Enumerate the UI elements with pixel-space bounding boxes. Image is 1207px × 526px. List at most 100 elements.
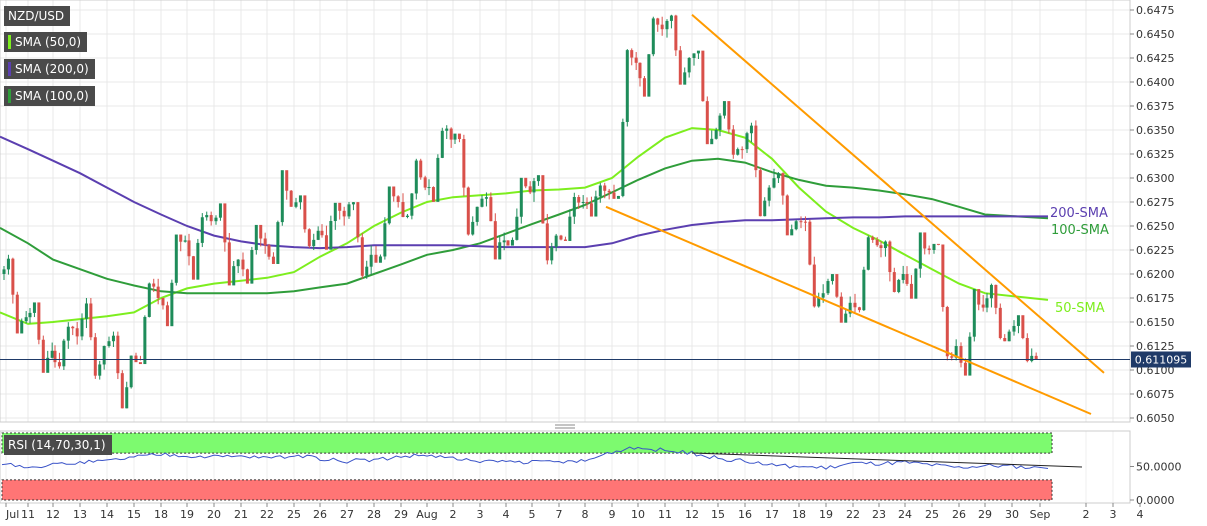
candle-body bbox=[320, 230, 324, 236]
time-tick-label-29: 17 bbox=[765, 508, 779, 521]
candle-body bbox=[563, 239, 567, 241]
candle-body bbox=[245, 269, 249, 284]
candle-body bbox=[419, 160, 423, 178]
price-tick-label-17: 0.6475 bbox=[1136, 4, 1175, 17]
legend-rsi[interactable]: RSI (14,70,30,1) bbox=[4, 435, 112, 455]
candle-body bbox=[147, 283, 151, 317]
time-tick-label-32: 22 bbox=[846, 508, 860, 521]
candle-body bbox=[799, 221, 803, 223]
candle-body bbox=[179, 234, 183, 242]
time-tick-label-25: 11 bbox=[658, 508, 672, 521]
legend-instrument[interactable]: NZD/USD bbox=[4, 6, 71, 26]
sma-50-line bbox=[0, 127, 1049, 325]
candle-body bbox=[714, 130, 718, 139]
candle-body bbox=[656, 18, 660, 25]
sma-100-label: 100-SMA bbox=[1051, 223, 1109, 238]
last-price-badge: 0.611095 bbox=[1131, 351, 1191, 368]
candle-body bbox=[950, 356, 954, 358]
candle-body bbox=[722, 101, 726, 116]
time-tick-label-18: 3 bbox=[477, 508, 484, 521]
candle-body bbox=[489, 197, 493, 222]
candle-body bbox=[808, 221, 812, 265]
price-tick-label-8: 0.6250 bbox=[1136, 220, 1175, 233]
price-panel-border bbox=[0, 0, 1131, 423]
rsi-tick-label-1: 50.0000 bbox=[1136, 461, 1182, 474]
candle-body bbox=[183, 240, 187, 242]
candle-body bbox=[701, 50, 705, 102]
legend-sma-100[interactable]: SMA (100,0) bbox=[4, 86, 95, 106]
candle-body bbox=[923, 232, 927, 249]
candle-body bbox=[298, 195, 302, 203]
time-tick-label-23: 9 bbox=[609, 508, 616, 521]
candle-body bbox=[475, 206, 479, 222]
trendlines bbox=[605, 14, 1105, 415]
time-tick-label-31: 19 bbox=[819, 508, 833, 521]
time-tick-label-2: 12 bbox=[46, 508, 60, 521]
sma-200-line bbox=[0, 135, 1048, 250]
candle-body bbox=[897, 279, 901, 292]
candle-body bbox=[767, 187, 771, 201]
price-tick-label-7: 0.6225 bbox=[1136, 244, 1175, 257]
legend-sma-50[interactable]: SMA (50,0) bbox=[4, 32, 88, 52]
candle-body bbox=[453, 133, 457, 140]
candle-body bbox=[577, 197, 581, 203]
candle-body bbox=[480, 198, 484, 207]
time-tick-label-38: 30 bbox=[1005, 508, 1019, 521]
price-tick-label-9: 0.6275 bbox=[1136, 196, 1175, 209]
time-tick-label-4: 14 bbox=[100, 508, 114, 521]
candle-body bbox=[170, 282, 174, 327]
candle-body bbox=[351, 202, 355, 205]
candle-body bbox=[227, 242, 231, 286]
candle-body bbox=[781, 173, 785, 196]
candle-body bbox=[71, 326, 75, 329]
candle-body bbox=[84, 303, 88, 319]
legend-sma-200[interactable]: SMA (200,0) bbox=[4, 59, 95, 79]
candle-body bbox=[1034, 355, 1038, 360]
candle-body bbox=[143, 316, 147, 365]
candle-body bbox=[449, 128, 453, 140]
candle-body bbox=[568, 216, 572, 241]
candle-body bbox=[598, 185, 602, 197]
candle-body bbox=[15, 294, 19, 334]
candle-body bbox=[630, 50, 634, 58]
panel-resize-handle[interactable] bbox=[555, 424, 575, 429]
time-tick-label-13: 27 bbox=[340, 508, 354, 521]
candle-body bbox=[445, 128, 449, 131]
time-tick-label-24: 10 bbox=[631, 508, 645, 521]
price-tick-label-4: 0.6150 bbox=[1136, 316, 1175, 329]
time-tick-label-37: 29 bbox=[978, 508, 992, 521]
sma-200-swatch bbox=[8, 62, 11, 76]
time-tick-label-27: 15 bbox=[711, 508, 725, 521]
candle-body bbox=[250, 249, 254, 284]
candle-body bbox=[360, 237, 364, 276]
candle-body bbox=[387, 186, 391, 224]
candle-body bbox=[821, 293, 825, 298]
candle-body bbox=[692, 53, 696, 58]
candle-body bbox=[687, 58, 691, 73]
candle-body bbox=[914, 268, 918, 299]
time-tick-label-41: 3 bbox=[1110, 508, 1117, 521]
candle-body bbox=[853, 302, 857, 308]
candle-body bbox=[812, 264, 816, 307]
trendline-2 bbox=[605, 205, 1092, 415]
time-tick-label-19: 4 bbox=[503, 508, 510, 521]
candle-body bbox=[342, 210, 346, 217]
time-tick-label-39: Sep bbox=[1030, 508, 1051, 521]
candle-body bbox=[396, 196, 400, 202]
candle-body bbox=[280, 170, 284, 223]
candle-body bbox=[57, 362, 61, 367]
candle-body bbox=[754, 125, 758, 171]
candle-body bbox=[985, 298, 989, 308]
sma-lines bbox=[0, 127, 1049, 325]
candle-body bbox=[745, 133, 749, 150]
price-tick-label-0: 0.6050 bbox=[1136, 412, 1175, 425]
candle-body bbox=[493, 221, 497, 260]
candle-body bbox=[959, 346, 963, 363]
candle-body bbox=[312, 239, 316, 247]
candle-body bbox=[830, 274, 834, 282]
candle-body bbox=[1016, 315, 1020, 326]
candle-body bbox=[612, 192, 616, 199]
candle-body bbox=[427, 187, 431, 189]
candle-body bbox=[981, 304, 985, 308]
